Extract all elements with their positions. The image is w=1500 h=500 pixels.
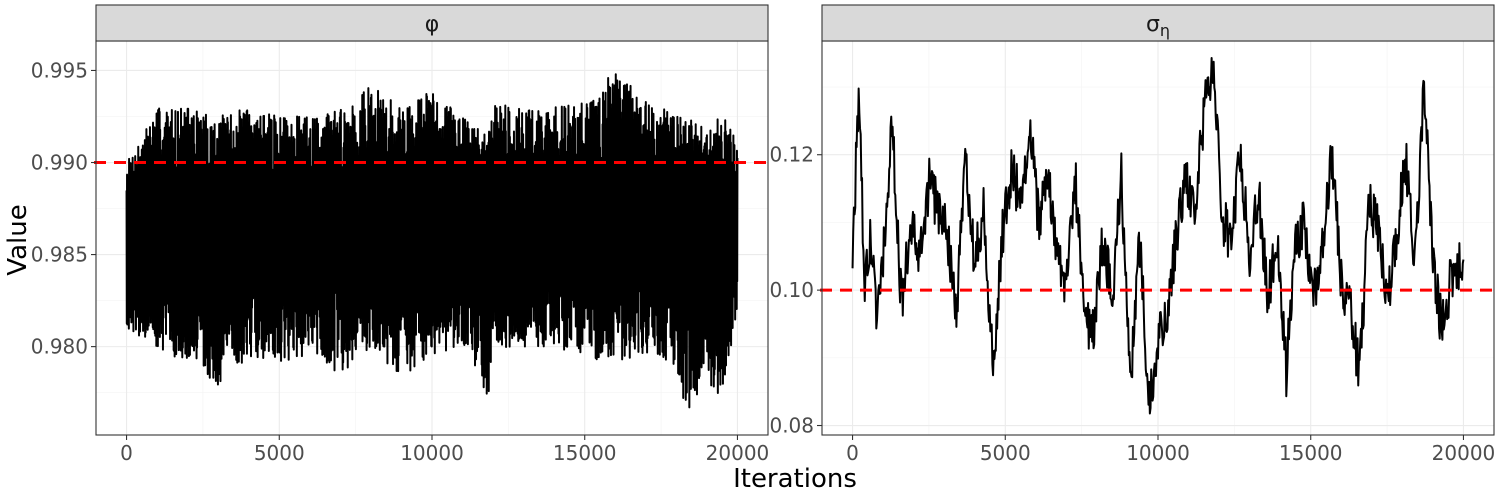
x-tick-label: 5000 <box>254 441 305 465</box>
x-axis-label: Iterations <box>733 464 857 494</box>
x-tick-label: 10000 <box>1126 441 1190 465</box>
x-tick-label: 15000 <box>1279 441 1343 465</box>
x-tick-label: 20000 <box>1432 441 1496 465</box>
x-tick-label: 10000 <box>400 441 464 465</box>
y-axis-label: Value <box>3 204 33 275</box>
y-tick-label: 0.08 <box>769 414 814 438</box>
x-tick-label: 20000 <box>706 441 770 465</box>
y-tick-label: 0.980 <box>31 335 88 359</box>
facet-strip <box>95 4 769 42</box>
trace-line <box>851 57 1465 415</box>
facet-strip-subscript: η <box>1160 21 1170 40</box>
y-tick-label: 0.995 <box>31 58 88 82</box>
y-tick-label: 0.12 <box>769 143 814 167</box>
facet-strip <box>821 4 1495 42</box>
trace-line <box>125 73 739 409</box>
y-tick-label: 0.10 <box>769 278 814 302</box>
x-tick-label: 0 <box>846 441 859 465</box>
x-tick-label: 0 <box>120 441 133 465</box>
y-tick-label: 0.985 <box>31 243 88 267</box>
y-tick-label: 0.990 <box>31 151 88 175</box>
panel-phi: φ 0 5000 10000 15000 20000 0.980 0.985 0.990 0.99… <box>31 4 770 465</box>
x-tick-label: 15000 <box>553 441 617 465</box>
x-tick-label: 5000 <box>980 441 1031 465</box>
facet-strip-label: φ <box>425 12 440 37</box>
